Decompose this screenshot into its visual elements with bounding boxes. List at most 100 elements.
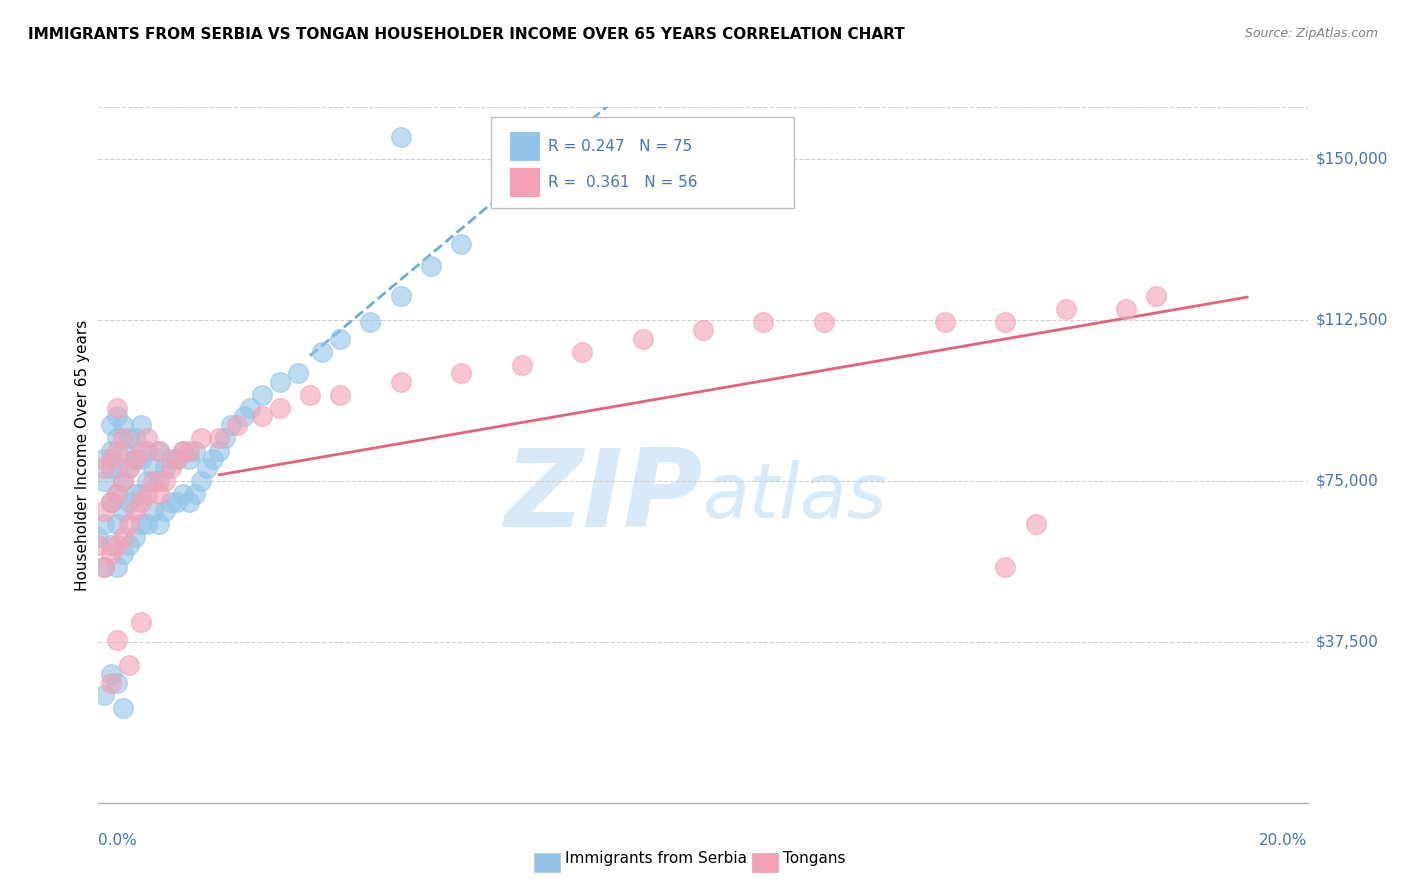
Point: [177, 495, 201, 509]
Point: [111, 443, 134, 458]
Point: [166, 452, 188, 467]
Text: 20.0%: 20.0%: [1260, 833, 1308, 848]
Point: [1024, 516, 1046, 531]
Point: [100, 452, 122, 467]
Point: [232, 409, 254, 424]
Point: [135, 431, 157, 445]
Point: [153, 504, 176, 518]
Point: [166, 452, 188, 467]
Point: [135, 486, 157, 500]
Text: $150,000: $150,000: [1316, 151, 1388, 166]
Point: [100, 443, 122, 458]
Point: [510, 358, 533, 372]
Point: [329, 332, 352, 346]
Point: [105, 460, 128, 475]
Text: $37,500: $37,500: [1316, 634, 1379, 649]
Point: [389, 289, 412, 303]
Point: [105, 443, 128, 458]
Point: [208, 443, 231, 458]
Text: R = 0.247   N = 75: R = 0.247 N = 75: [548, 139, 693, 154]
Point: [148, 474, 170, 488]
Point: [1115, 301, 1137, 316]
Point: [100, 460, 122, 475]
Point: [153, 474, 176, 488]
Point: [177, 443, 201, 458]
Point: [124, 452, 146, 467]
Point: [118, 431, 141, 445]
Point: [93, 559, 115, 574]
Point: [148, 486, 170, 500]
Y-axis label: Householder Income Over 65 years: Householder Income Over 65 years: [75, 319, 90, 591]
Point: [450, 367, 472, 381]
Text: atlas: atlas: [703, 459, 887, 533]
Point: [124, 504, 146, 518]
Point: [184, 443, 207, 458]
Point: [389, 130, 412, 145]
Point: [934, 315, 956, 329]
Point: [172, 443, 194, 458]
Point: [214, 431, 236, 445]
Point: [148, 443, 170, 458]
Point: [105, 401, 128, 415]
Point: [111, 474, 134, 488]
Point: [105, 516, 128, 531]
Point: [239, 401, 262, 415]
Point: [118, 658, 141, 673]
Point: [135, 474, 157, 488]
Point: [111, 547, 134, 561]
Point: [631, 332, 654, 346]
Point: [105, 409, 128, 424]
Point: [124, 486, 146, 500]
Point: [311, 344, 333, 359]
Point: [87, 538, 110, 552]
Point: [93, 460, 115, 475]
Point: [153, 460, 176, 475]
Point: [124, 431, 146, 445]
Point: [129, 443, 152, 458]
Point: [124, 452, 146, 467]
Point: [93, 689, 115, 703]
Point: [111, 431, 134, 445]
Point: [160, 495, 183, 509]
Point: [160, 460, 183, 475]
Point: [250, 409, 273, 424]
Point: [419, 259, 441, 273]
Point: [160, 452, 183, 467]
Point: [142, 504, 165, 518]
Point: [360, 315, 382, 329]
Point: [135, 443, 157, 458]
Point: [105, 675, 128, 690]
FancyBboxPatch shape: [492, 118, 793, 208]
Point: [111, 504, 134, 518]
Point: [190, 431, 212, 445]
Point: [172, 486, 194, 500]
Point: [208, 431, 231, 445]
Point: [100, 667, 122, 681]
Point: [93, 474, 115, 488]
Point: [105, 632, 128, 647]
Text: 0.0%: 0.0%: [98, 833, 138, 848]
Point: [129, 516, 152, 531]
Point: [269, 375, 291, 389]
Point: [100, 495, 122, 509]
Point: [166, 495, 188, 509]
Point: [142, 474, 165, 488]
Point: [111, 417, 134, 432]
Point: [93, 559, 115, 574]
Text: $112,500: $112,500: [1316, 312, 1388, 327]
Point: [93, 516, 115, 531]
FancyBboxPatch shape: [509, 169, 540, 197]
Point: [994, 315, 1017, 329]
Point: [118, 516, 141, 531]
Point: [221, 417, 243, 432]
Point: [269, 401, 291, 415]
Point: [129, 452, 152, 467]
Text: Immigrants from Serbia: Immigrants from Serbia: [565, 851, 747, 865]
Point: [105, 486, 128, 500]
Point: [105, 538, 128, 552]
Text: Tongans: Tongans: [783, 851, 845, 865]
Point: [129, 486, 152, 500]
Point: [226, 417, 249, 432]
Text: R =  0.361   N = 56: R = 0.361 N = 56: [548, 176, 697, 190]
Text: Source: ZipAtlas.com: Source: ZipAtlas.com: [1244, 27, 1378, 40]
